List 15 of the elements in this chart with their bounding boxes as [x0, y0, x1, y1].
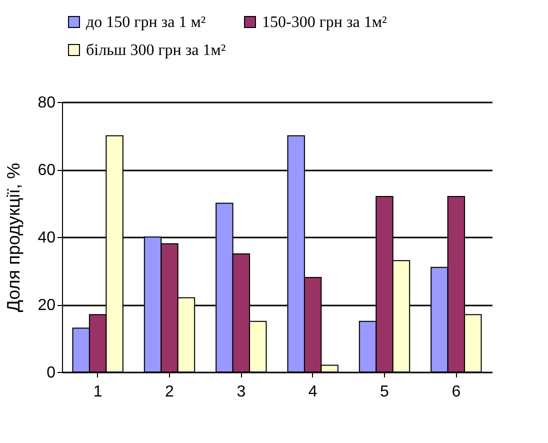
y-tick-label: 60 — [38, 162, 56, 179]
x-tick-label: 6 — [452, 384, 461, 400]
x-tick-label: 4 — [308, 384, 318, 400]
y-tick-label: 80 — [38, 94, 56, 112]
legend-label: більш 300 грн за 1м² — [86, 42, 226, 59]
x-tick-label: 1 — [93, 384, 102, 400]
legend-label: до 150 грн за 1 м² — [86, 14, 206, 31]
x-tick-label: 3 — [236, 384, 246, 400]
y-tick-label: 0 — [46, 364, 56, 382]
legend-label: 150-300 грн за 1м² — [262, 14, 387, 31]
y-tick-label: 20 — [38, 297, 56, 314]
x-tick-label: 5 — [380, 384, 390, 400]
x-tick-label: 2 — [165, 384, 174, 400]
y-tick-label: 40 — [38, 230, 56, 246]
y-axis-title: Доля продукції, % — [4, 162, 24, 312]
